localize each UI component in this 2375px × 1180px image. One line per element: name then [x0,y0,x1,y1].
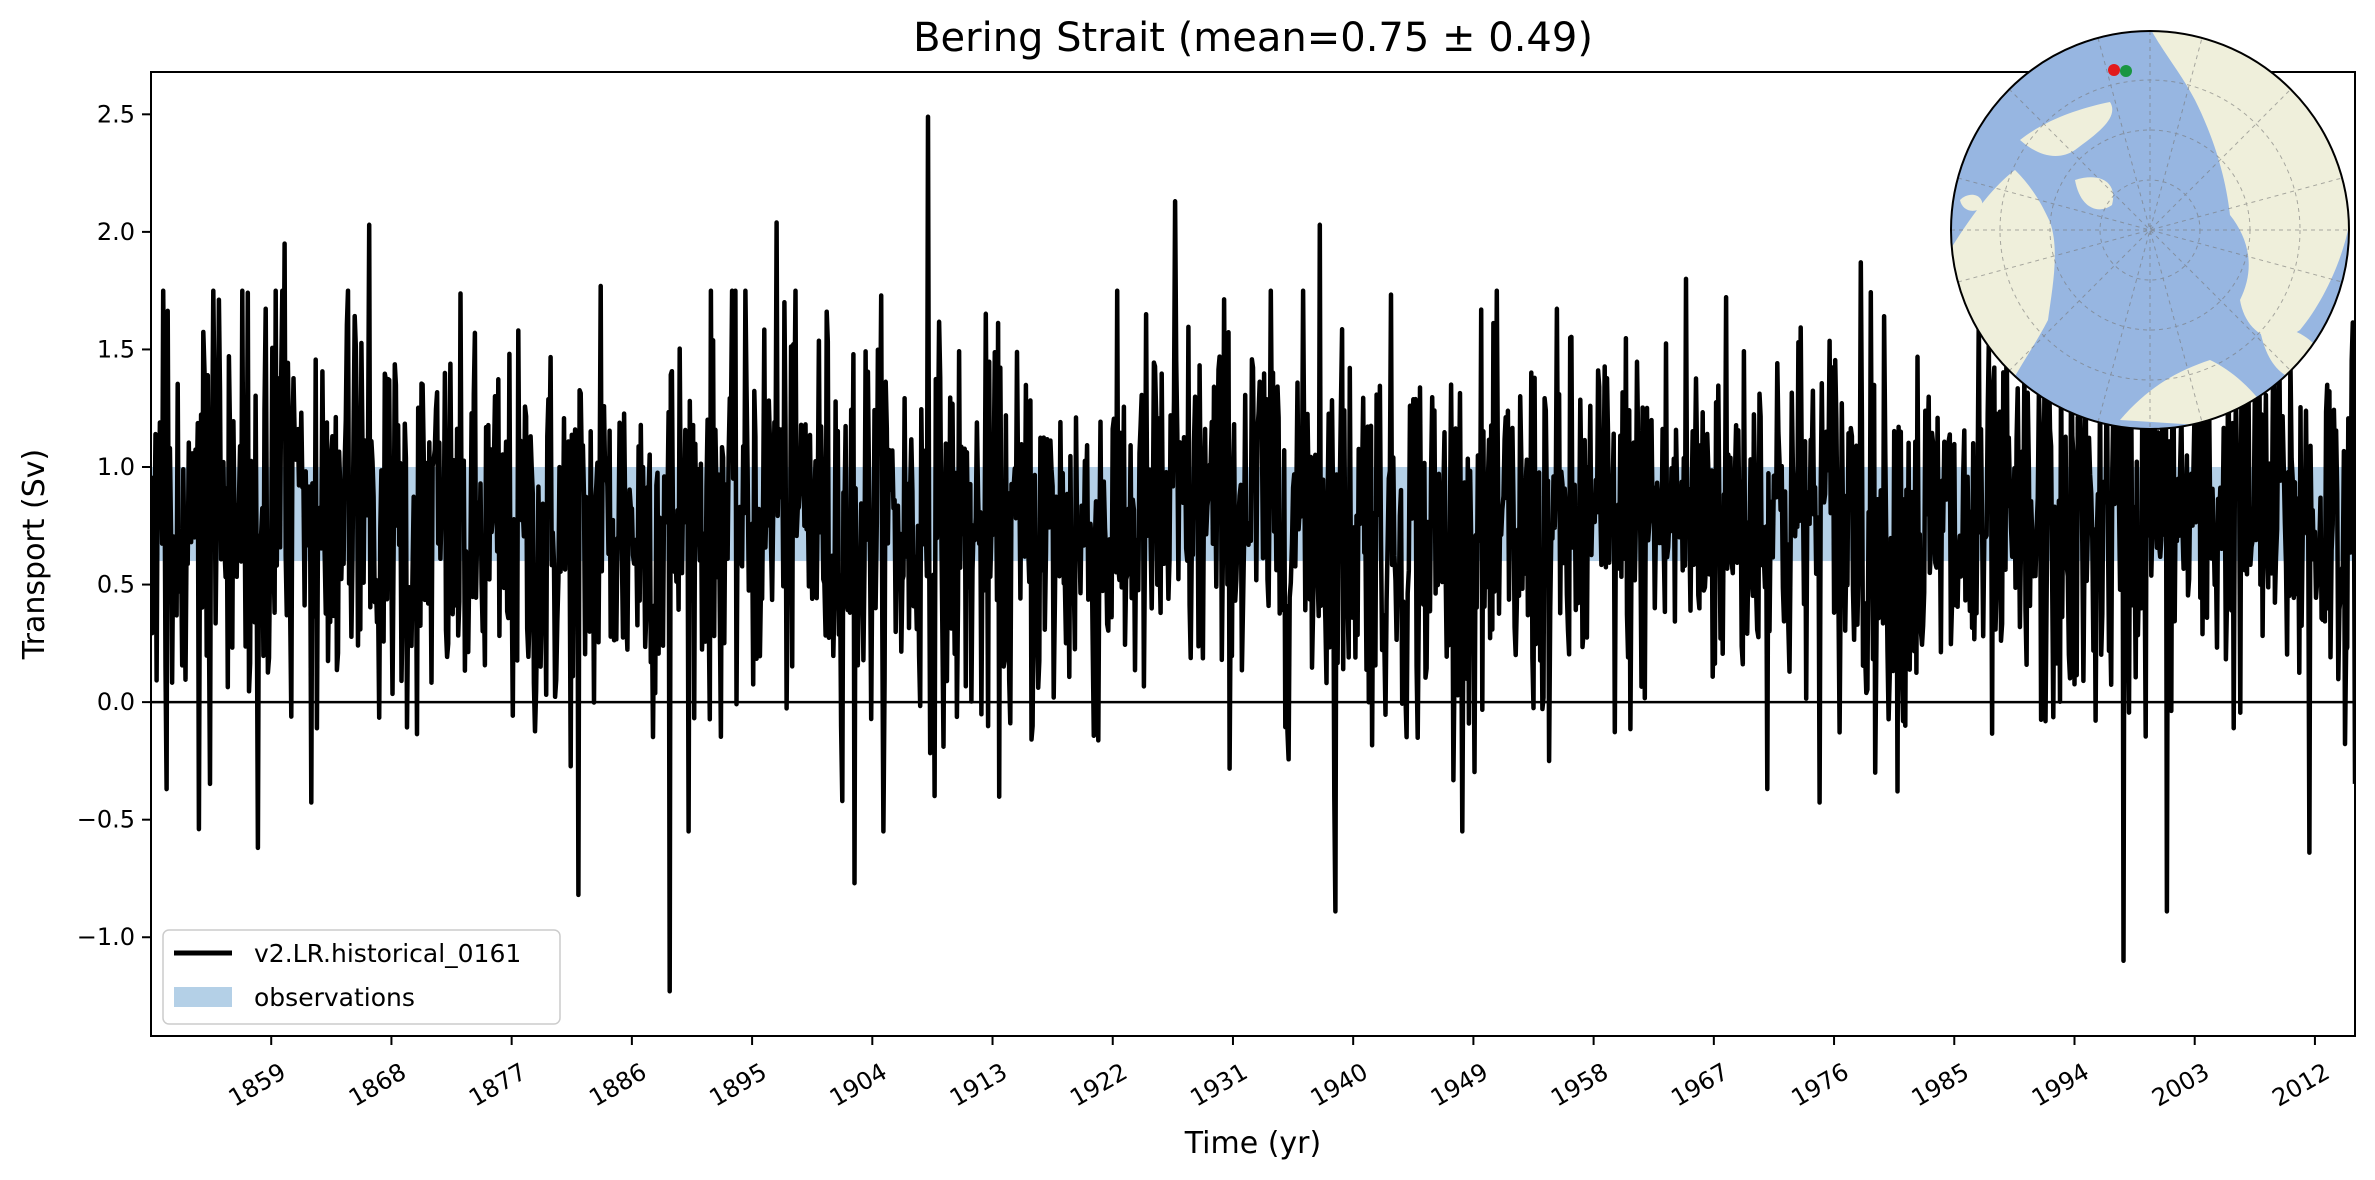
x-axis: 1859 1868 1877 1886 1895 1904 1913 1922 1931 1940… [224,1036,2334,1112]
series-line-v2-lr-historical-0161 [151,114,2355,994]
x-tick-label: 1859 [224,1057,291,1112]
legend: v2.LR.historical_0161 observations [162,929,561,1025]
x-tick-label: 1958 [1546,1057,1613,1112]
x-tick-label: 1940 [1306,1057,1373,1112]
x-axis-label: Time (yr) [1184,1126,1321,1161]
legend-frame [162,929,561,1025]
chart-title: Bering Strait (mean=0.75 ± 0.49) [913,15,1593,61]
inset-map [1950,30,2350,430]
x-tick-label: 1922 [1065,1057,1132,1112]
y-tick-label: 0.0 [97,688,135,716]
legend-label-series: v2.LR.historical_0161 [254,939,521,968]
x-tick-label: 1976 [1787,1057,1854,1112]
axes-frame [150,71,2356,1037]
legend-label-observations: observations [254,983,415,1012]
y-tick-label: −0.5 [77,806,135,834]
y-tick-label: 0.5 [97,571,135,599]
y-tick-label: 2.5 [97,100,135,128]
inset-map-border [1950,30,2350,430]
x-tick-label: 1868 [344,1057,411,1112]
y-axis-label: Transport (Sv) [17,449,52,661]
y-tick-label: −1.0 [77,923,135,951]
legend-patch-swatch [174,987,232,1007]
x-tick-label: 2012 [2267,1057,2334,1112]
inset-map-marker-start [2108,64,2120,76]
x-tick-label: 1985 [1907,1057,1974,1112]
x-tick-label: 1967 [1666,1057,1733,1112]
x-tick-label: 1994 [2027,1057,2094,1112]
x-tick-label: 1895 [705,1057,772,1112]
y-axis: −1.0 −0.5 0.0 0.5 1.0 1.5 2.0 2.5 [77,100,151,951]
x-tick-label: 1877 [464,1057,531,1112]
x-tick-label: 1913 [945,1057,1012,1112]
x-tick-label: 1886 [584,1057,651,1112]
y-tick-label: 1.0 [97,453,135,481]
inset-map-marker-end [2120,65,2132,77]
y-tick-label: 2.0 [97,218,135,246]
x-tick-label: 1904 [825,1057,892,1112]
x-tick-label: 1931 [1185,1057,1252,1112]
x-tick-label: 2003 [2147,1057,2214,1112]
y-tick-label: 1.5 [97,335,135,363]
x-tick-label: 1949 [1426,1057,1493,1112]
inset-map-graticule [1951,31,2349,429]
